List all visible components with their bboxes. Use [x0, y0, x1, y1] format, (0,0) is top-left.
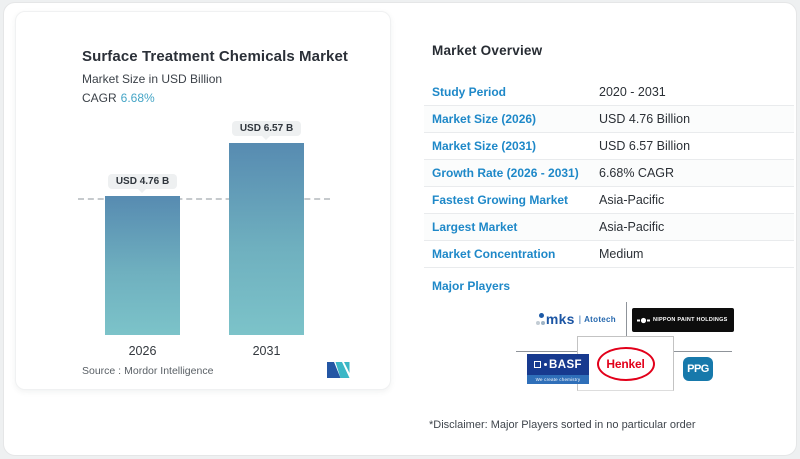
market-chart-card: Surface Treatment Chemicals Market Marke… [15, 11, 391, 390]
table-row: Market Concentration Medium [424, 241, 794, 268]
row-label: Market Size (2026) [432, 112, 537, 126]
row-label: Growth Rate (2026 - 2031) [432, 166, 579, 180]
overview-heading: Market Overview [432, 43, 543, 58]
major-players-label: Major Players [432, 279, 511, 293]
row-value: Medium [599, 247, 644, 261]
chart-title: Surface Treatment Chemicals Market [82, 48, 349, 65]
row-value: Asia-Pacific [599, 193, 665, 207]
reference-line [78, 197, 330, 200]
table-row: Market Size (2031) USD 6.57 Billion [424, 133, 794, 160]
infographic-canvas: Surface Treatment Chemicals Market Marke… [3, 2, 797, 456]
row-value: USD 6.57 Billion [599, 139, 691, 153]
major-players-logos: mks | Atotech NIPPON PAINT HOLDINGS Henk… [424, 299, 794, 395]
basf-dot-icon [543, 363, 547, 366]
mks-atotech-logo: mks | Atotech [536, 309, 616, 329]
table-row: Study Period 2020 - 2031 [424, 79, 794, 106]
chart-subtitle: Market Size in USD Billion [82, 72, 223, 86]
source-value: Mordor Intelligence [124, 365, 214, 377]
cagr-line: CAGR 6.68% [82, 91, 155, 105]
mordor-intelligence-logo-icon [327, 362, 350, 378]
bar-value-badge: USD 6.57 B [231, 120, 302, 136]
bar-group-2031: USD 6.57 B [229, 120, 304, 335]
x-axis-label-2031: 2031 [252, 344, 281, 358]
table-row: Largest Market Asia-Pacific [424, 214, 794, 241]
table-row: Growth Rate (2026 - 2031) 6.68% CAGR [424, 160, 794, 187]
market-overview-panel: Market Overview Study Period 2020 - 2031… [424, 43, 794, 431]
bar-value-badge: USD 4.76 B [107, 173, 178, 189]
bar-2026 [105, 195, 180, 335]
disclaimer-text: *Disclaimer: Major Players sorted in no … [429, 419, 696, 431]
bar-group-2026: USD 4.76 B [105, 173, 180, 335]
logo-divider-vertical [626, 302, 627, 336]
basf-square-icon [534, 361, 542, 368]
source-label: Source : [82, 365, 122, 377]
row-label: Market Size (2031) [432, 139, 537, 153]
row-label: Largest Market [432, 220, 518, 234]
table-row: Fastest Growing Market Asia-Pacific [424, 187, 794, 214]
henkel-oval-icon: Henkel [596, 346, 655, 381]
row-label: Fastest Growing Market [432, 193, 569, 207]
row-label: Study Period [432, 85, 507, 99]
row-label: Market Concentration [432, 247, 556, 261]
overview-table: Study Period 2020 - 2031 Market Size (20… [424, 79, 794, 268]
row-value: 6.68% CAGR [599, 166, 675, 180]
row-value: 2020 - 2031 [599, 85, 666, 99]
bar-2031 [229, 142, 304, 335]
cagr-label: CAGR [82, 91, 117, 105]
henkel-logo: Henkel [577, 336, 674, 391]
row-value: USD 4.76 Billion [599, 112, 691, 126]
ppg-logo: PPG [683, 357, 713, 381]
nippon-paint-holdings-logo: NIPPON PAINT HOLDINGS [632, 308, 734, 332]
row-value: Asia-Pacific [599, 220, 665, 234]
nippon-eye-icon [637, 317, 650, 323]
basf-logo: BASF We create chemistry [527, 354, 589, 384]
cagr-value: 6.68% [120, 91, 155, 105]
basf-tagline: We create chemistry [527, 375, 589, 384]
mks-dots-icon [536, 312, 545, 326]
x-axis-label-2026: 2026 [128, 344, 157, 358]
table-row: Market Size (2026) USD 4.76 Billion [424, 106, 794, 133]
source-line: Source : Mordor Intelligence [82, 362, 350, 378]
bar-chart: USD 4.76 B USD 6.57 B 2026 2031 [16, 12, 390, 389]
